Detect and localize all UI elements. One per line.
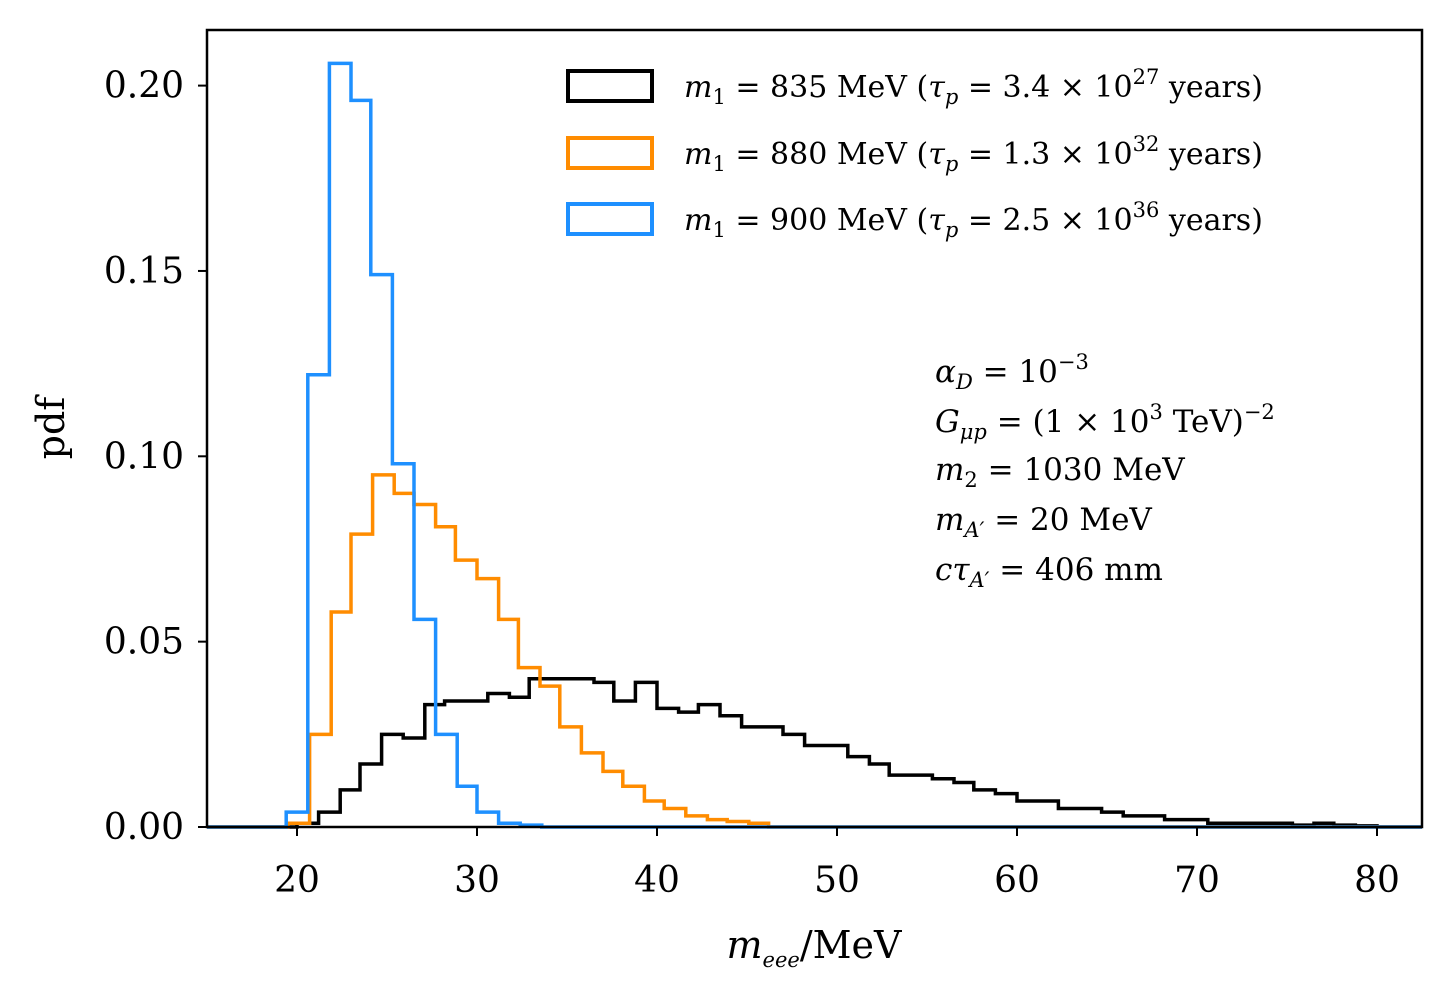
x-tick-label: 30 <box>454 860 500 901</box>
annotation-m2: m2 = 1030 MeV <box>935 452 1185 492</box>
plot-frame <box>205 28 1424 829</box>
x-tick-label: 80 <box>1354 860 1400 901</box>
x-axis-title: meee/MeV <box>727 923 903 972</box>
annotation-ctau: cτA′ = 406 mm <box>935 552 1163 592</box>
legend-label-1: m1 = 835 MeV (τp = 3.4 × 1027 years) <box>684 65 1263 109</box>
x-tick-label: 70 <box>1174 860 1220 901</box>
legend-swatch-2 <box>566 136 654 170</box>
legend-swatch-3 <box>566 202 654 236</box>
y-axis-title: pdf <box>29 394 73 460</box>
x-tick-label: 60 <box>994 860 1040 901</box>
y-tick-label: 0.10 <box>104 436 184 477</box>
x-tick-label: 40 <box>634 860 680 901</box>
parameter-annotations: αD = 10−3 Gμp = (1 × 103 TeV)−2 m2 = 103… <box>935 350 1275 592</box>
y-tick-label: 0.00 <box>104 807 184 848</box>
series-2-histogram <box>207 473 1422 829</box>
legend-swatch-1 <box>566 69 654 103</box>
x-tick-label: 20 <box>274 860 320 901</box>
y-tick-label: 0.05 <box>104 622 184 663</box>
series-layer <box>207 61 1422 829</box>
series-1-histogram <box>207 676 1422 829</box>
y-tick-label: 0.15 <box>104 251 184 292</box>
legend-label-2: m1 = 880 MeV (τp = 1.3 × 1032 years) <box>684 132 1263 176</box>
annotation-g-mup: Gμp = (1 × 103 TeV)−2 <box>935 400 1275 444</box>
y-axis: 0.00 0.05 0.10 0.15 0.20 <box>104 66 207 848</box>
annotation-m-a-prime: mA′ = 20 MeV <box>935 502 1152 542</box>
legend: m1 = 835 MeV (τp = 3.4 × 1027 years) m1 =… <box>566 65 1263 242</box>
series-3-histogram <box>207 61 1422 829</box>
x-tick-label: 50 <box>814 860 860 901</box>
legend-label-3: m1 = 900 MeV (τp = 2.5 × 1036 years) <box>684 198 1263 242</box>
annotation-alpha-d: αD = 10−3 <box>935 350 1089 394</box>
y-tick-label: 0.20 <box>104 66 184 107</box>
x-axis: 20 30 40 50 60 70 80 <box>274 827 1400 901</box>
